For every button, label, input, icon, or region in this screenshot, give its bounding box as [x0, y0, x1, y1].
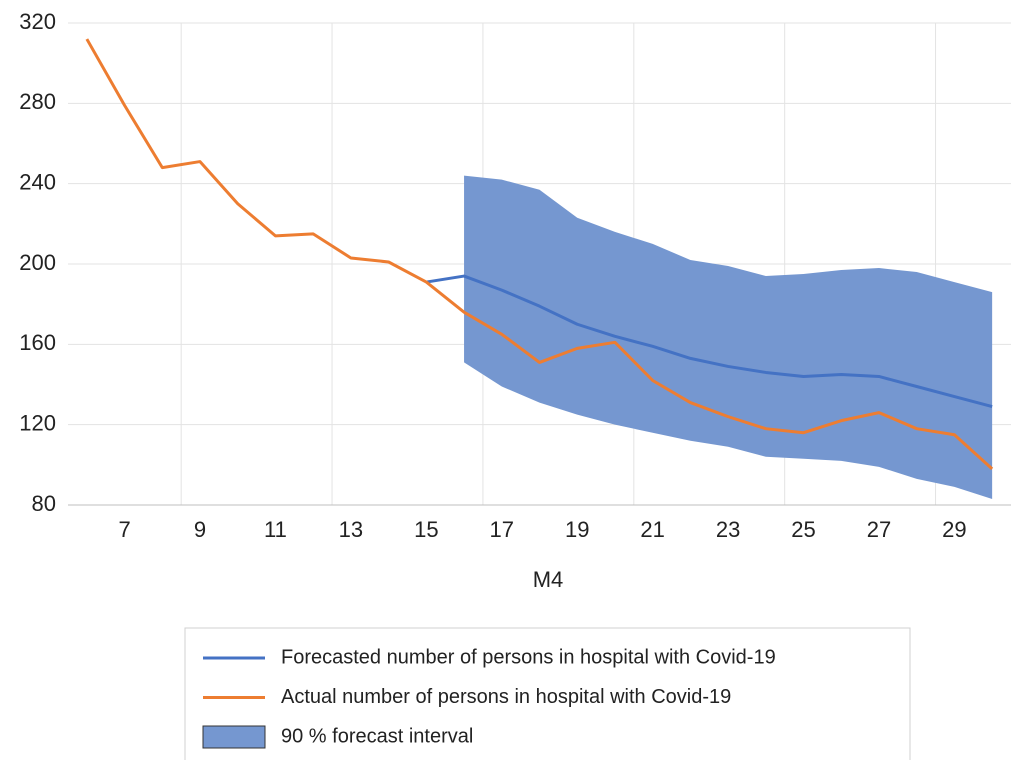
x-tick-label: 9 — [194, 517, 206, 542]
legend-label: Forecasted number of persons in hospital… — [281, 646, 776, 668]
x-tick-label: 25 — [791, 517, 815, 542]
y-tick-label: 120 — [19, 410, 56, 435]
legend-label: 90 % forecast interval — [281, 725, 473, 747]
y-tick-label: 320 — [19, 9, 56, 34]
y-tick-label: 240 — [19, 169, 56, 194]
legend-box — [184, 627, 911, 760]
x-tick-label: 19 — [565, 517, 589, 542]
x-tick-label: 23 — [716, 517, 740, 542]
y-tick-label: 280 — [19, 89, 56, 114]
x-tick-label: 7 — [118, 517, 130, 542]
x-tick-label: 29 — [942, 517, 966, 542]
series-line — [85, 38, 994, 470]
forecast-interval — [464, 175, 993, 499]
y-tick-label: 200 — [19, 250, 56, 275]
x-tick-label: 11 — [264, 517, 287, 542]
x-tick-label: 27 — [867, 517, 891, 542]
x-tick-label: 13 — [339, 517, 363, 542]
y-tick-label: 80 — [32, 491, 56, 516]
legend-label: Actual number of persons in hospital wit… — [281, 686, 731, 708]
x-tick-label: 17 — [490, 517, 514, 542]
x-axis-label: M4 — [533, 567, 564, 592]
y-tick-label: 160 — [19, 330, 56, 355]
x-tick-label: 15 — [414, 517, 438, 542]
x-tick-label: 21 — [640, 517, 664, 542]
legend-swatch — [202, 725, 266, 749]
series-line — [426, 274, 993, 409]
